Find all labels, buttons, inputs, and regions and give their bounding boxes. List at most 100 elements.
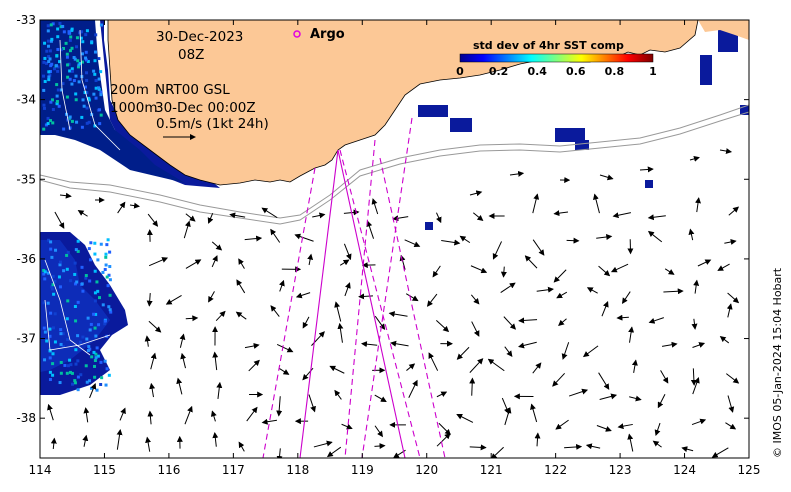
current-vector [147, 213, 159, 227]
sst-pixel [51, 121, 55, 125]
sst-pixel [74, 362, 78, 366]
current-vector [185, 315, 199, 322]
current-vector [692, 342, 706, 348]
sst-pixel [43, 270, 47, 274]
current-vector [360, 341, 378, 348]
sst-pixel [65, 52, 69, 56]
sst-pixel [109, 310, 113, 314]
sst-pixel [50, 62, 54, 66]
current-vector [212, 432, 219, 447]
sst-pixel [67, 30, 71, 34]
sst-pixel [72, 79, 76, 83]
current-vector [555, 419, 569, 430]
current-vector [492, 241, 503, 260]
sst-pixel [61, 345, 65, 349]
current-vector [727, 292, 740, 304]
sst-pixel [104, 383, 108, 387]
sst-pixel [65, 55, 69, 59]
sst-pixel [80, 115, 84, 119]
sst-pixel [93, 291, 97, 295]
sst-pixel [66, 364, 70, 368]
current-vector [185, 259, 202, 269]
sst-pixel [94, 79, 98, 83]
current-vector [435, 212, 442, 224]
sst-pixel [97, 323, 101, 327]
sst-pixel [69, 35, 73, 39]
current-vector [725, 373, 740, 384]
current-vector [313, 440, 333, 448]
current-vector [276, 448, 283, 458]
sst-pixel [105, 243, 109, 247]
y-tick-label: -37 [16, 332, 36, 346]
sst-pixel [93, 364, 97, 368]
current-vector [654, 422, 661, 436]
colorbar-tick-label: 0.2 [489, 65, 509, 78]
x-tick-label: 124 [673, 463, 696, 477]
current-vector [612, 212, 632, 219]
current-vector [660, 370, 669, 384]
sst-pixel [93, 72, 97, 76]
sst-pixel [56, 65, 60, 69]
y-tick-label: -35 [16, 172, 36, 186]
sst-pixel [89, 322, 93, 326]
current-vector [599, 174, 614, 181]
sst-pixel [47, 78, 51, 82]
current-vector [536, 286, 554, 293]
current-vector [727, 395, 735, 413]
y-tick-label: -38 [16, 411, 36, 425]
sst-pixel [56, 88, 60, 92]
sst-pixel [93, 358, 97, 362]
sst-pixel [93, 50, 97, 54]
current-vector [144, 335, 151, 347]
current-vector [116, 428, 123, 450]
sst-pixel [70, 28, 74, 32]
sst-pixel [79, 36, 83, 40]
sst-pixel [93, 299, 97, 303]
current-vector [436, 391, 448, 398]
sst-pixel [47, 238, 51, 242]
sst-pixel [42, 326, 46, 330]
sst-pixel [78, 62, 82, 66]
current-vector [235, 311, 247, 320]
time-label: 08Z [178, 47, 204, 63]
sst-pixel [42, 106, 46, 110]
sst-pixel [48, 334, 52, 338]
sst-pixel [108, 278, 112, 282]
sst-pixel [47, 70, 51, 74]
current-vector [598, 265, 611, 277]
sst-pixel [87, 120, 91, 124]
current-vector [657, 394, 666, 409]
current-vector [229, 212, 246, 219]
current-vector [374, 315, 386, 331]
current-vector [558, 318, 567, 327]
sst-pixel [46, 24, 50, 28]
sst-pixel [70, 46, 74, 50]
current-vector [616, 314, 629, 321]
current-vector [487, 358, 505, 372]
current-vector [339, 259, 350, 266]
current-vector [270, 228, 281, 243]
sst-pixel [86, 349, 90, 353]
sst-pixel [69, 363, 73, 367]
current-vector [406, 363, 416, 371]
sst-pixel [45, 339, 49, 343]
current-vector [691, 418, 707, 426]
current-vector [456, 414, 474, 423]
sst-pixel [95, 346, 99, 350]
current-vector [697, 259, 712, 267]
sst-pixel [62, 47, 66, 51]
sst-pixel [51, 326, 55, 330]
sst-pixel [73, 282, 77, 286]
sst-pixel [46, 301, 50, 305]
sst-pixel [88, 279, 92, 283]
sst-pixel [106, 284, 110, 288]
sst-pixel [73, 381, 77, 385]
isobath-200m [40, 104, 749, 219]
sst-pixel [53, 279, 57, 283]
sst-pixel [59, 88, 63, 92]
sst-pixel [70, 119, 74, 123]
current-vector [692, 377, 700, 395]
current-vector [150, 352, 157, 370]
current-vector [691, 318, 698, 330]
current-vector [82, 434, 89, 447]
